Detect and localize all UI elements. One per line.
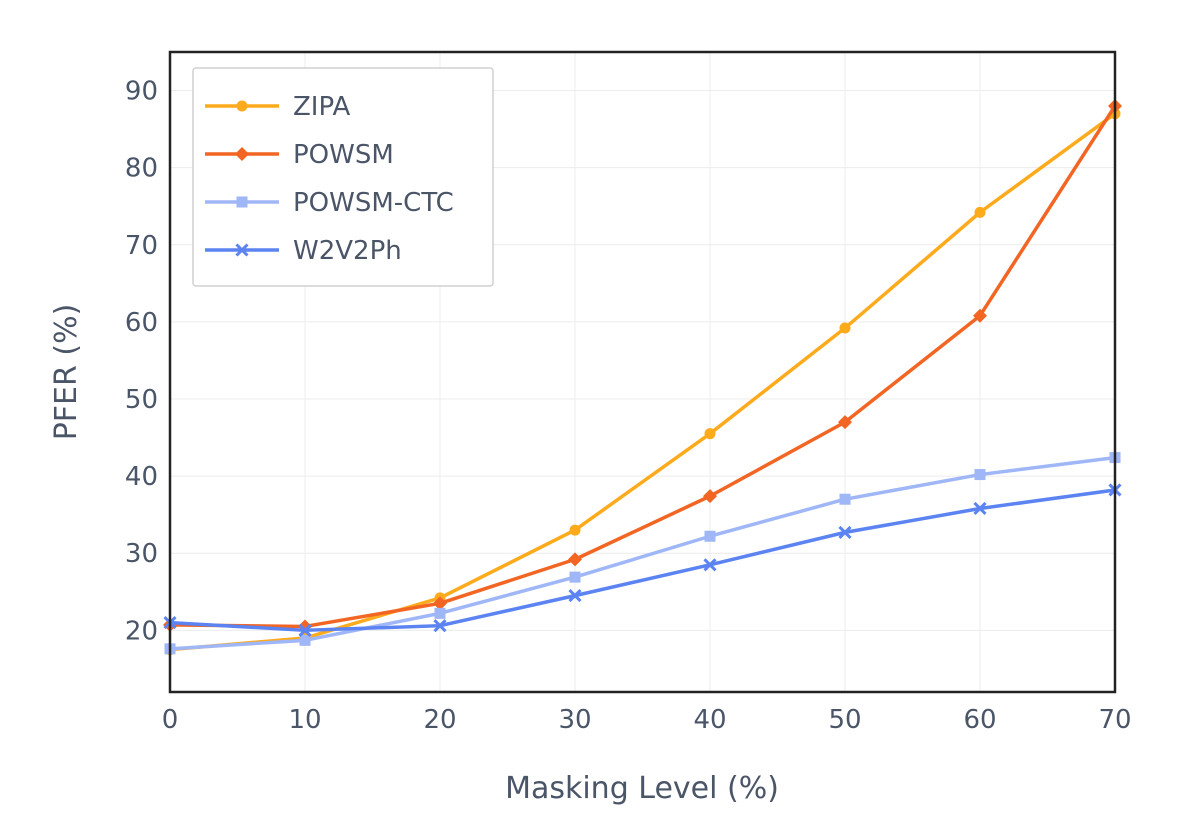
data-point-powsm-ctc bbox=[974, 469, 986, 481]
data-point-powsm bbox=[973, 308, 987, 323]
data-point-zipa bbox=[569, 524, 581, 536]
y-tick-label: 30 bbox=[125, 539, 158, 569]
data-point-w2v2ph bbox=[568, 589, 582, 603]
data-point-powsm bbox=[568, 552, 582, 567]
y-tick-label: 90 bbox=[125, 77, 158, 107]
legend-label-powsm-ctc: POWSM-CTC bbox=[293, 188, 454, 218]
y-tick-label: 70 bbox=[125, 231, 158, 261]
grid-lines bbox=[169, 52, 1116, 692]
series-line-powsm-ctc bbox=[169, 455, 1116, 651]
data-point-w2v2ph bbox=[838, 525, 852, 539]
y-tick-label: 50 bbox=[125, 385, 158, 415]
series-w2v2ph bbox=[163, 483, 1122, 637]
x-tick-label: 20 bbox=[423, 705, 456, 735]
tick-labels: 0 10 20 30 40 50 60 70 20 30 40 50 60 70 80 90 bbox=[125, 77, 1132, 735]
legend-label-w2v2ph: W2V2Ph bbox=[293, 236, 402, 266]
data-point-w2v2ph bbox=[703, 558, 717, 572]
data-point-powsm-ctc bbox=[839, 493, 851, 505]
data-point-powsm bbox=[433, 596, 447, 611]
data-point-powsm bbox=[703, 489, 717, 504]
legend-label-powsm: POWSM bbox=[293, 140, 394, 170]
legend-marker-powsm-ctc bbox=[236, 196, 248, 208]
data-point-powsm-ctc bbox=[704, 530, 716, 542]
legend-label-zipa: ZIPA bbox=[293, 92, 350, 122]
legend-marker-powsm bbox=[235, 147, 249, 161]
data-point-powsm-ctc bbox=[299, 634, 311, 646]
x-tick-label: 10 bbox=[288, 705, 321, 735]
x-axis-label: Masking Level (%) bbox=[505, 771, 779, 806]
series-line-w2v2ph bbox=[169, 488, 1116, 633]
data-point-zipa bbox=[839, 322, 851, 334]
data-point-powsm-ctc bbox=[434, 607, 446, 619]
data-point-powsm bbox=[838, 415, 852, 430]
y-tick-label: 80 bbox=[125, 154, 158, 184]
x-tick-label: 70 bbox=[1098, 705, 1131, 735]
x-tick-label: 0 bbox=[162, 705, 179, 735]
legend: ZIPA POWSM POWSM-CTC W2V2Ph bbox=[192, 67, 494, 287]
data-point-w2v2ph bbox=[298, 623, 312, 637]
series-line-zipa bbox=[169, 112, 1117, 652]
legend-marker-w2v2ph bbox=[235, 243, 249, 257]
series-layer bbox=[163, 98, 1122, 656]
data-point-w2v2ph bbox=[433, 619, 447, 633]
series-line-powsm bbox=[169, 105, 1117, 629]
y-axis-label: PFER (%) bbox=[49, 304, 84, 441]
legend-marker-zipa bbox=[236, 100, 248, 112]
data-point-powsm-ctc bbox=[569, 571, 581, 583]
x-tick-label: 60 bbox=[963, 705, 996, 735]
x-tick-label: 30 bbox=[558, 705, 591, 735]
x-tick-label: 50 bbox=[828, 705, 861, 735]
plot-frame bbox=[168, 50, 1117, 694]
data-point-zipa bbox=[704, 428, 716, 440]
series-powsm bbox=[163, 98, 1122, 634]
y-tick-label: 20 bbox=[125, 616, 158, 646]
x-tick-label: 40 bbox=[693, 705, 726, 735]
y-tick-label: 40 bbox=[125, 462, 158, 492]
data-point-w2v2ph bbox=[973, 501, 987, 516]
legend-box bbox=[192, 67, 494, 287]
data-point-zipa bbox=[974, 206, 986, 218]
y-tick-label: 60 bbox=[125, 308, 158, 338]
